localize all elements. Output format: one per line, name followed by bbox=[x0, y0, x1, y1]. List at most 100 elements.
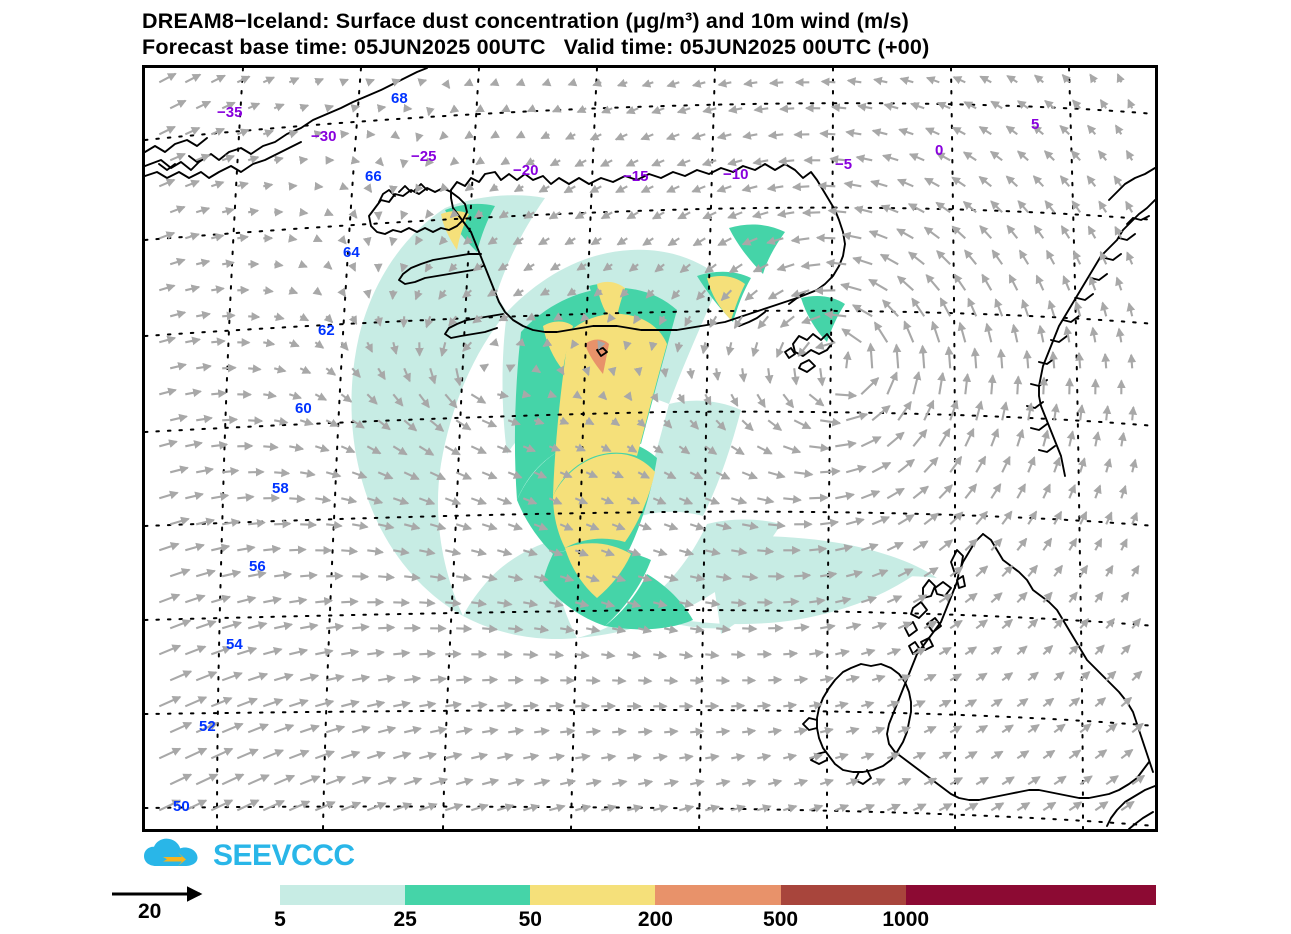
wind-arrow bbox=[768, 524, 784, 526]
wind-arrow bbox=[440, 134, 445, 139]
wind-arrow bbox=[627, 498, 639, 503]
wind-arrow bbox=[653, 498, 665, 503]
wind-arrow bbox=[679, 550, 693, 554]
wind-arrow bbox=[1095, 486, 1100, 499]
wind-arrow bbox=[1066, 327, 1069, 342]
wind-arrow bbox=[445, 805, 462, 811]
wind-arrow bbox=[551, 160, 560, 165]
wind-arrow bbox=[601, 550, 614, 555]
wind-arrow bbox=[419, 394, 429, 407]
lat-label-62: 62 bbox=[318, 322, 335, 339]
wind-arrow bbox=[378, 778, 396, 784]
wind-arrow bbox=[638, 368, 639, 375]
wind-arrow bbox=[924, 727, 935, 732]
wind-arrow bbox=[430, 729, 446, 732]
wind-arrow bbox=[690, 368, 692, 378]
wind-arrow bbox=[211, 76, 225, 83]
wind-arrow bbox=[315, 446, 328, 450]
wind-arrow bbox=[393, 550, 408, 553]
wind-arrow bbox=[1114, 176, 1121, 186]
wind-arrow bbox=[540, 186, 550, 192]
wind-arrow bbox=[667, 186, 679, 192]
valid-time: Valid time: 05JUN2025 00UTC (+00) bbox=[564, 35, 930, 59]
wind-arrow bbox=[679, 756, 692, 758]
wind-arrow bbox=[581, 316, 586, 321]
wind-arrow bbox=[404, 728, 421, 732]
wind-arrow bbox=[910, 154, 924, 160]
wind-arrow bbox=[832, 107, 846, 108]
wind-arrow bbox=[326, 212, 332, 215]
wind-arrow bbox=[827, 262, 846, 264]
wind-arrow bbox=[263, 342, 274, 344]
wind-arrow bbox=[913, 753, 925, 758]
wind-arrow bbox=[861, 598, 876, 603]
wind-arrow bbox=[1002, 620, 1012, 629]
wind-arrow bbox=[499, 264, 508, 270]
wind-arrow bbox=[939, 429, 949, 446]
colorbar-tick-1000: 1000 bbox=[882, 908, 929, 932]
colorbar-swatch-3 bbox=[655, 885, 780, 905]
wind-arrow bbox=[534, 368, 540, 372]
wind-arrow bbox=[456, 628, 471, 629]
wind-arrow bbox=[456, 472, 471, 479]
wind-arrow bbox=[664, 368, 666, 376]
wind-arrow bbox=[289, 238, 296, 239]
wind-arrow bbox=[1023, 300, 1028, 316]
wind-arrow bbox=[638, 628, 651, 631]
wind-arrow bbox=[742, 368, 744, 381]
wind-arrow bbox=[523, 498, 536, 503]
wind-arrow bbox=[875, 322, 888, 342]
wind-arrow bbox=[653, 212, 664, 218]
wind-arrow bbox=[627, 108, 638, 113]
wind-arrow bbox=[1069, 539, 1076, 551]
wind-arrow bbox=[843, 235, 861, 239]
wind-arrow bbox=[274, 264, 282, 265]
wind-arrow bbox=[1061, 176, 1070, 186]
wind-arrow bbox=[898, 180, 913, 187]
wind-arrow bbox=[731, 602, 745, 603]
wind-arrow bbox=[1132, 513, 1137, 524]
wind-arrow bbox=[211, 341, 224, 342]
wind-arrow bbox=[263, 290, 272, 291]
wind-arrow bbox=[885, 105, 899, 109]
wind-arrow bbox=[378, 472, 392, 478]
wind-arrow bbox=[634, 316, 638, 323]
wind-arrow bbox=[523, 394, 530, 396]
wind-arrow bbox=[1017, 377, 1018, 395]
wind-arrow bbox=[887, 489, 904, 499]
lon-label-minus15: −15 bbox=[623, 168, 648, 185]
wind-arrow bbox=[1126, 202, 1132, 213]
wind-arrow bbox=[887, 805, 899, 811]
wind-arrow bbox=[846, 625, 860, 629]
wind-arrow bbox=[612, 524, 624, 529]
wind-arrow bbox=[820, 420, 840, 423]
wind-arrow bbox=[1018, 101, 1028, 108]
wind-arrow bbox=[887, 649, 900, 654]
wind-arrow bbox=[222, 419, 237, 420]
wind-arrow bbox=[1002, 777, 1014, 784]
wind-arrow bbox=[341, 550, 357, 551]
wind-arrow bbox=[586, 731, 600, 732]
wind-arrow bbox=[393, 394, 402, 405]
wind-arrow bbox=[905, 322, 914, 343]
wind-arrow bbox=[471, 705, 486, 707]
wind-arrow bbox=[817, 238, 835, 239]
wind-arrow bbox=[170, 312, 185, 316]
wind-arrow bbox=[549, 602, 562, 605]
wind-arrow bbox=[842, 329, 861, 342]
wind-arrow bbox=[923, 346, 925, 368]
wind-arrow bbox=[445, 754, 461, 758]
wind-arrow bbox=[743, 238, 757, 244]
wind-arrow bbox=[248, 624, 266, 629]
wind-arrow bbox=[1106, 406, 1108, 420]
wind-arrow bbox=[222, 572, 240, 576]
wind-arrow bbox=[1002, 566, 1012, 576]
wind-arrow bbox=[482, 628, 497, 629]
wind-arrow bbox=[263, 548, 280, 550]
wind-arrow bbox=[196, 571, 215, 576]
wind-arrow bbox=[211, 182, 223, 186]
map-frame[interactable]: 68 66 64 62 60 58 56 54 52 50 −35 −30 −2… bbox=[142, 65, 1158, 832]
wind-arrow bbox=[690, 680, 703, 681]
wind-arrow bbox=[965, 752, 976, 758]
